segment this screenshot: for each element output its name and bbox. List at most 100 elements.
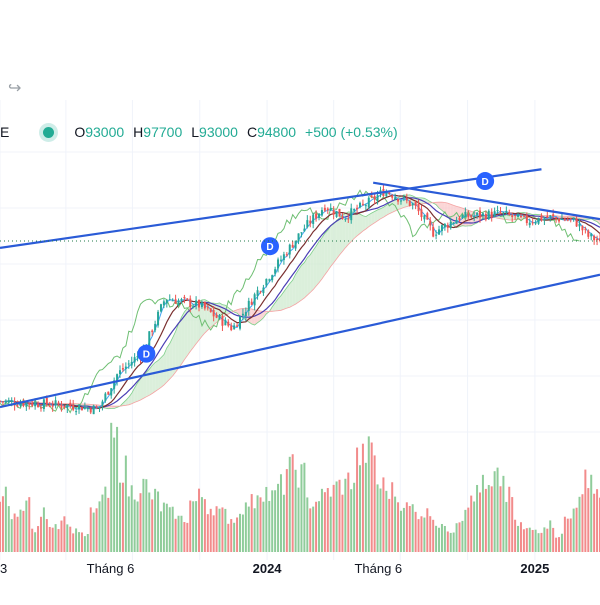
- candle-body: [160, 304, 162, 311]
- volume-bar: [526, 528, 528, 552]
- volume-bar: [558, 537, 560, 552]
- volume-bar: [482, 475, 484, 552]
- candle-body: [298, 233, 300, 241]
- candle-body: [579, 224, 581, 227]
- candle-body: [8, 400, 10, 402]
- candle-body: [90, 408, 92, 412]
- candle-body: [327, 209, 329, 210]
- volume-bar: [55, 524, 57, 552]
- candle-body: [72, 405, 74, 410]
- candle-body: [268, 279, 270, 280]
- volume-bar: [447, 531, 449, 552]
- volume-bar: [570, 518, 572, 552]
- volume-bar: [523, 529, 525, 552]
- candle-body: [292, 245, 294, 248]
- candle-body: [69, 403, 71, 406]
- senkou-span-a: [18, 195, 600, 409]
- volume-bar: [66, 524, 68, 552]
- candle-body: [259, 291, 261, 292]
- volume-bar: [488, 485, 490, 552]
- volume-bar: [327, 488, 329, 552]
- change-value: +500 (+0.53%): [305, 124, 398, 140]
- volume-bar: [397, 502, 399, 552]
- volume-bar: [461, 521, 463, 552]
- cloud-segment: [290, 280, 293, 307]
- volume-bar: [300, 464, 302, 552]
- candle-body: [183, 297, 185, 298]
- volume-bar: [584, 470, 586, 552]
- candle-body: [233, 325, 235, 329]
- cloud-segment: [310, 250, 313, 292]
- volume-bar: [201, 497, 203, 552]
- volume-bar: [564, 517, 566, 552]
- candle-body: [17, 406, 19, 407]
- volume-bar: [58, 529, 60, 552]
- candle-body: [459, 218, 461, 220]
- volume-bar: [385, 491, 387, 552]
- volume-bar: [142, 479, 144, 552]
- candle-body: [514, 215, 516, 216]
- volume-bar: [224, 509, 226, 552]
- candle-body: [365, 205, 367, 206]
- cloud-segment: [328, 226, 331, 271]
- volume-bar: [186, 523, 188, 552]
- open-value: O93000: [74, 124, 124, 140]
- candle-body: [377, 195, 379, 200]
- dividend-marker-label: D: [482, 177, 489, 188]
- candle-body: [66, 404, 68, 407]
- candle-body: [198, 300, 200, 307]
- volume-bar: [213, 515, 215, 552]
- candle-body: [371, 196, 373, 197]
- volume-bar: [529, 528, 531, 552]
- volume-bar: [75, 528, 77, 552]
- volume-bar: [239, 514, 241, 552]
- candle-body: [564, 219, 566, 221]
- volume-bar: [25, 501, 27, 552]
- candle-body: [523, 215, 525, 216]
- volume-bar: [579, 497, 581, 552]
- candle-body: [488, 211, 490, 219]
- candle-body: [75, 411, 77, 412]
- ichimoku-cloud: [18, 195, 600, 409]
- volume-bar: [546, 529, 548, 552]
- volume-bar: [502, 476, 504, 552]
- volume-bar: [382, 477, 384, 552]
- volume-bar: [350, 489, 352, 552]
- candle-body: [306, 220, 308, 227]
- volume-bar: [315, 502, 317, 552]
- candle-body: [148, 331, 150, 345]
- volume-bar: [210, 509, 212, 552]
- candle-body: [192, 306, 194, 307]
- redo-icon[interactable]: ↪: [8, 78, 21, 98]
- candle-body: [464, 212, 466, 217]
- candle-body: [11, 400, 13, 402]
- volume-bar: [444, 526, 446, 552]
- candle-body: [420, 209, 422, 217]
- volume-bar: [60, 521, 62, 552]
- volume-bar: [391, 482, 393, 552]
- candle-body: [590, 234, 592, 237]
- candle-body: [543, 218, 545, 219]
- candle-body: [295, 241, 297, 249]
- candle-body: [0, 401, 1, 402]
- candle-body: [576, 219, 578, 227]
- candle-body: [538, 218, 540, 224]
- candle-body: [128, 363, 130, 364]
- volume-bar: [183, 522, 185, 552]
- volume-bar: [93, 513, 95, 552]
- volume-bar: [491, 486, 493, 552]
- candle-body: [403, 197, 405, 198]
- volume-bar: [107, 498, 109, 552]
- candle-body: [435, 235, 437, 236]
- x-tick-label: 2025: [520, 561, 549, 576]
- candle-body: [517, 214, 519, 217]
- volume-bar: [31, 529, 33, 552]
- volume-bar: [96, 508, 98, 552]
- candle-body: [93, 406, 95, 415]
- candle-body: [400, 201, 402, 202]
- volume-bar: [499, 486, 501, 552]
- volume-bar: [459, 522, 461, 552]
- candle-body: [78, 405, 80, 409]
